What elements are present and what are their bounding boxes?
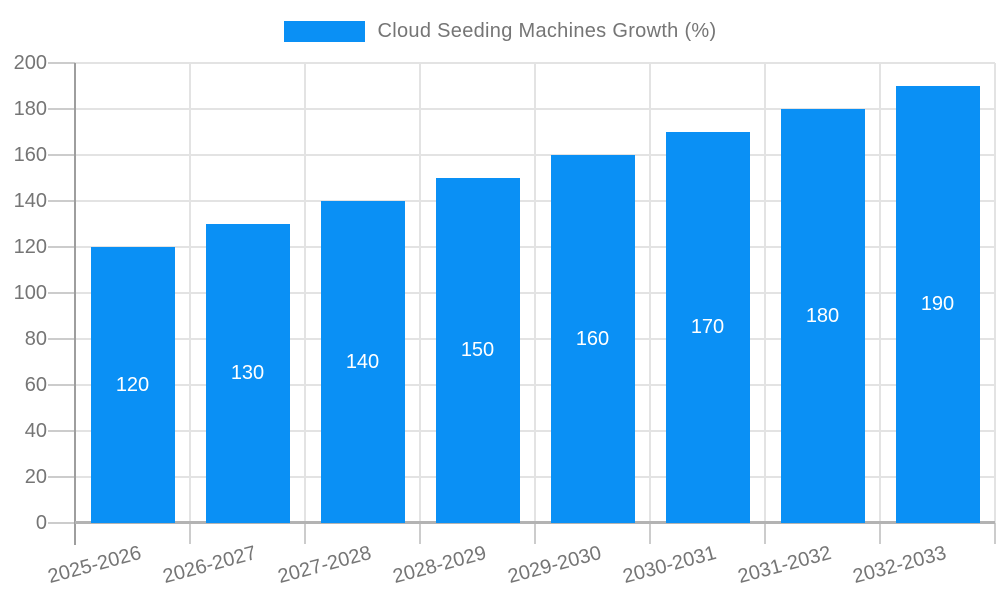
- gridline-vertical: [304, 63, 306, 523]
- gridline-vertical: [764, 63, 766, 523]
- chart-stage: Cloud Seeding Machines Growth (%) 0 20 40 6…: [0, 20, 1000, 588]
- y-axis-line: [74, 63, 76, 545]
- bar: 180: [780, 109, 865, 523]
- x-axis-line: [75, 521, 995, 524]
- gridline-vertical: [189, 63, 191, 523]
- bar-value-label: 130: [230, 362, 265, 384]
- bar-value-label: 140: [345, 350, 380, 373]
- bar: 190: [895, 86, 980, 523]
- y-axis-tick: [48, 476, 75, 478]
- y-tick-label: 80: [24, 328, 47, 350]
- gridline-vertical: [994, 63, 996, 523]
- y-tick-label: 40: [24, 420, 47, 442]
- y-axis-tick: [48, 200, 75, 202]
- legend-label: Cloud Seeding Machines Growth (%): [377, 20, 717, 42]
- legend: Cloud Seeding Machines Growth (%): [0, 20, 1000, 43]
- y-axis-tick: [48, 292, 75, 294]
- bar-value-label: 180: [805, 304, 840, 327]
- y-axis-tick: [48, 384, 75, 386]
- bar: 120: [90, 247, 175, 523]
- x-axis-tick: [304, 523, 306, 544]
- bar-value-label: 120: [115, 373, 150, 396]
- gridline-vertical: [879, 63, 881, 523]
- gridline-vertical: [534, 63, 536, 523]
- gridline-vertical: [419, 63, 421, 523]
- bar: 160: [550, 155, 635, 523]
- x-axis-tick: [419, 523, 421, 544]
- y-tick-label: 20: [24, 466, 47, 488]
- gridline-vertical: [649, 63, 651, 523]
- x-axis-tick: [994, 523, 996, 544]
- bar-value-label: 160: [575, 327, 610, 350]
- x-axis-tick: [879, 523, 881, 544]
- y-tick-label: 140: [13, 190, 47, 212]
- bar-value-label: 150: [460, 339, 495, 361]
- y-axis-tick: [48, 246, 75, 248]
- y-tick-label: 160: [13, 144, 47, 166]
- legend-swatch: [283, 21, 365, 42]
- bar: 150: [435, 178, 520, 523]
- y-axis-tick: [48, 154, 75, 156]
- bar: 130: [205, 224, 290, 523]
- bar: 140: [320, 201, 405, 523]
- bar-value-label: 190: [920, 293, 955, 315]
- y-tick-label: 180: [13, 98, 47, 120]
- y-axis-tick: [48, 522, 75, 524]
- x-axis-tick: [764, 523, 766, 544]
- y-axis-tick: [48, 338, 75, 340]
- y-axis-tick: [48, 430, 75, 432]
- y-tick-label: 60: [24, 374, 47, 396]
- x-axis-tick: [649, 523, 651, 544]
- y-axis-tick: [48, 108, 75, 110]
- y-tick-label: 200: [13, 52, 47, 74]
- y-tick-label: 0: [35, 512, 47, 534]
- y-tick-label: 120: [13, 236, 47, 258]
- y-tick-label: 100: [13, 282, 47, 304]
- legend-item[interactable]: Cloud Seeding Machines Growth (%): [283, 20, 717, 43]
- y-axis-tick: [48, 62, 75, 64]
- x-axis-tick: [534, 523, 536, 544]
- x-tick-label: 2032-2033: [850, 542, 949, 589]
- x-axis-tick: [189, 523, 191, 544]
- bar: 170: [665, 132, 750, 523]
- bar-value-label: 170: [690, 316, 725, 338]
